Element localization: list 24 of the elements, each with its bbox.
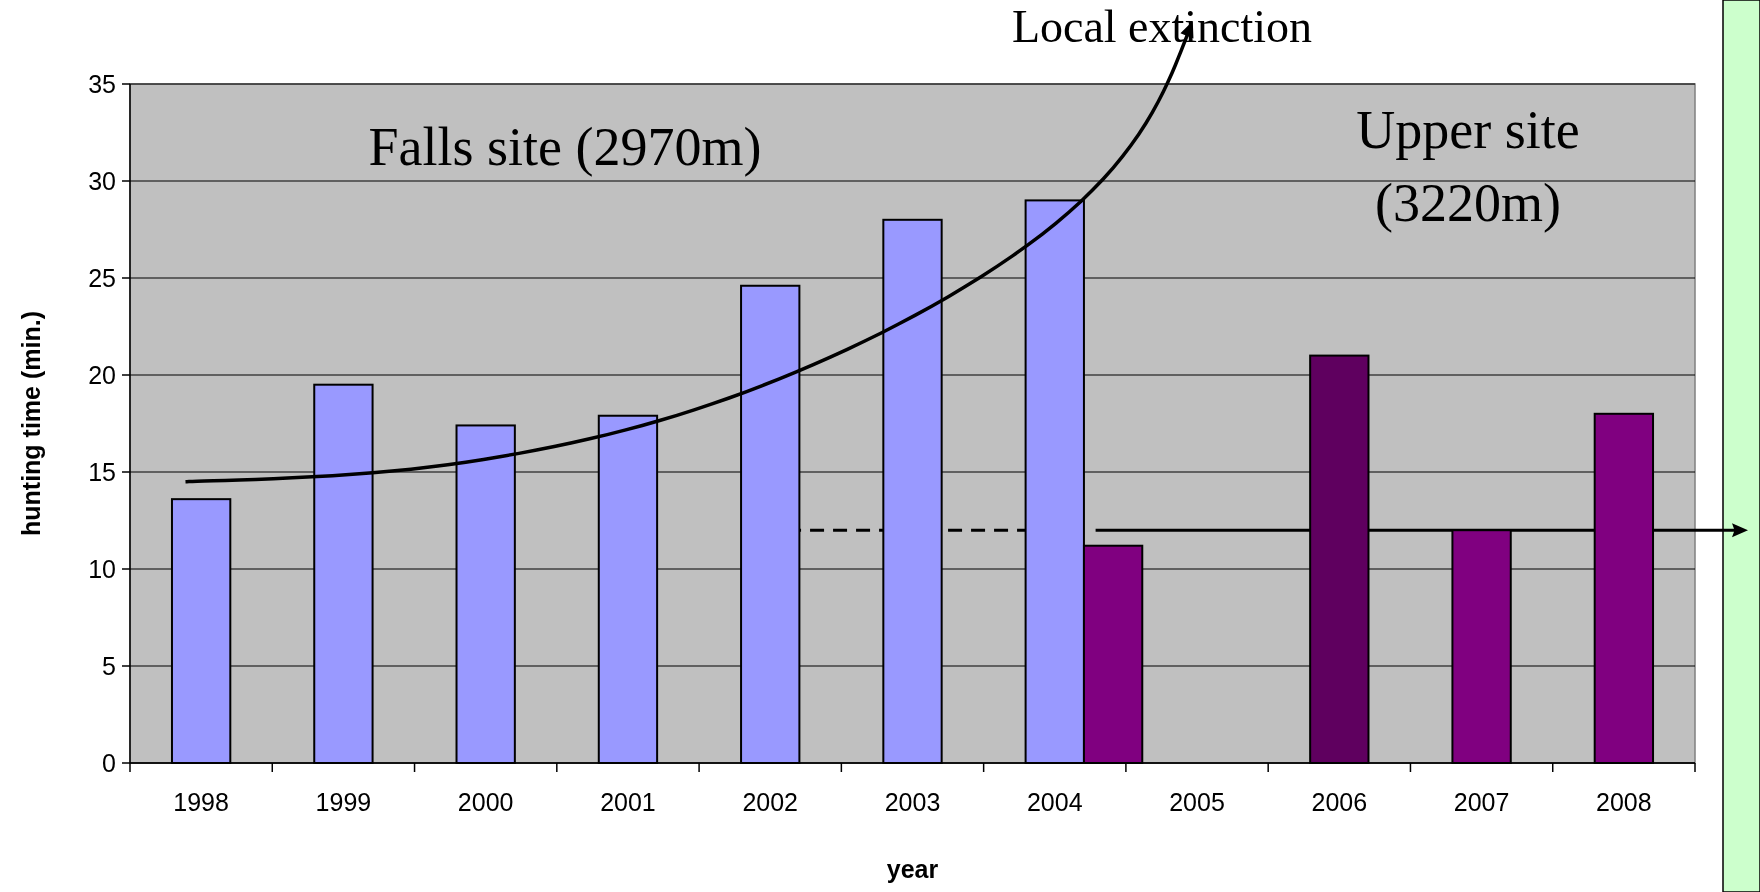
y-tick-label: 0 bbox=[102, 748, 116, 777]
text: Local extinction bbox=[1011, 1, 1313, 52]
x-tick-label: 2008 bbox=[1596, 788, 1652, 816]
y-tick-label: 25 bbox=[88, 263, 116, 292]
x-tick-label: 2001 bbox=[600, 788, 656, 816]
annotation: Upper site (3220m) bbox=[1356, 100, 1580, 233]
x-tick-label: 2002 bbox=[742, 788, 799, 816]
x-axis-title: year bbox=[886, 855, 939, 883]
y-tick-label: 30 bbox=[88, 166, 116, 195]
y-tick-label: 35 bbox=[88, 69, 116, 98]
x-tick-label: 2006 bbox=[1311, 788, 1368, 816]
x-tick-label: 2004 bbox=[1026, 788, 1083, 816]
y-tick-label: 5 bbox=[102, 651, 116, 680]
y-tick-label: 10 bbox=[88, 554, 116, 583]
y-tick-label: 20 bbox=[88, 360, 116, 389]
x-tick-label: 1998 bbox=[173, 788, 229, 816]
y-axis-title: hunting time (min.) bbox=[17, 311, 45, 536]
x-tick-label: 2007 bbox=[1453, 788, 1510, 816]
annotation: Falls site (2970m) bbox=[368, 117, 762, 177]
x-tick-label: 2000 bbox=[457, 788, 514, 816]
x-tick-label: 2005 bbox=[1169, 788, 1225, 816]
x-tick-label: 1999 bbox=[315, 788, 372, 816]
x-tick-label: 2003 bbox=[884, 788, 941, 816]
y-tick-label: 15 bbox=[88, 457, 116, 486]
